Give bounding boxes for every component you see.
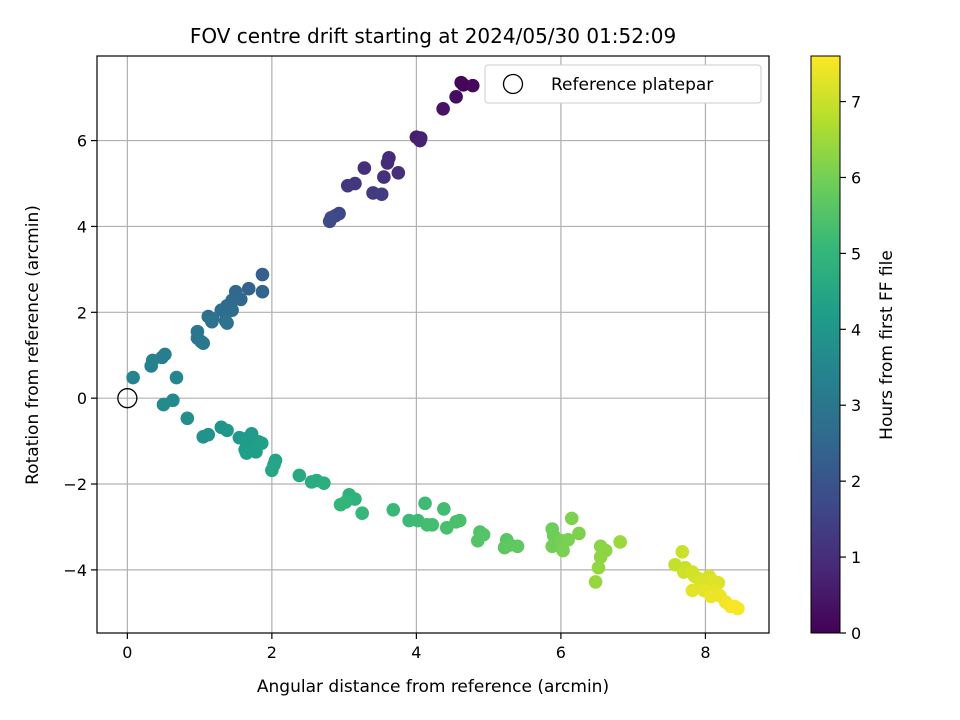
legend-reference-marker [502,73,524,95]
data-point [418,496,432,511]
data-point [675,545,690,559]
data-point [449,515,463,529]
y-axis-ticks: −4 −2 0 2 4 6 [63,132,97,580]
data-point [144,359,158,373]
data-point [169,370,184,385]
legend: Reference platepar [484,64,762,104]
colorbar-tick-label: 1 [851,548,861,567]
data-point [391,165,406,180]
colorbar-tick-label: 4 [851,320,861,339]
y-tick-label: 4 [77,217,87,236]
data-point [180,411,195,426]
data-point [727,599,742,614]
data-point [556,543,570,558]
data-point [454,75,468,90]
data-point [613,535,627,549]
x-axis-title: Angular distance from reference (arcmin) [257,677,609,697]
colorbar-gradient [810,55,841,634]
data-point [225,303,239,317]
data-point [254,436,269,451]
data-point [333,497,348,512]
data-point [449,89,463,104]
x-tick-label: 0 [122,643,132,662]
data-point [685,583,700,598]
data-point [386,502,401,517]
data-point [465,78,480,93]
data-point [214,303,229,317]
plot-area: 0 2 4 6 8 −4 −2 0 2 4 6 [63,55,770,662]
data-point [205,314,219,329]
data-point [220,316,234,330]
data-point [591,560,606,575]
data-point [322,214,337,229]
chart-title: FOV centre drift starting at 2024/05/30 … [190,24,676,48]
x-tick-label: 6 [556,643,566,662]
colorbar-tick-label: 5 [851,244,861,263]
data-point [340,178,355,193]
colorbar-tick-label: 7 [851,93,861,112]
y-tick-label: 6 [77,132,87,151]
data-point [437,502,451,516]
data-point [588,575,603,589]
colorbar-tick-label: 3 [851,396,861,415]
data-point [357,161,372,175]
data-point [561,533,575,547]
data-point [255,267,270,282]
colorbar: 0 1 2 3 4 5 6 7 Hours from first FF file [810,55,897,643]
y-axis-title: Rotation from reference (arcmin) [23,205,43,485]
reference-marker-group [117,388,138,409]
y-tick-label: 2 [77,303,87,322]
data-point [374,187,389,202]
y-tick-label: 0 [77,389,87,408]
data-point [476,527,491,542]
colorbar-tick-label: 6 [851,168,861,187]
colorbar-tick-label: 2 [851,472,861,491]
data-point [255,284,270,299]
y-tick-label: −4 [63,561,87,580]
data-point [220,423,234,438]
data-points [126,75,745,616]
reference-marker [117,388,138,409]
x-axis-ticks: 0 2 4 6 8 [122,633,711,662]
data-point [572,526,586,541]
colorbar-title: Hours from first FF file [877,250,897,440]
data-point [355,506,369,521]
data-point [377,170,391,184]
data-point [201,427,216,442]
colorbar-tick-label: 0 [851,624,861,643]
data-point [126,370,140,385]
data-point [510,539,525,554]
x-tick-label: 8 [700,643,710,662]
plot-frame [96,55,770,634]
legend-entry-label: Reference platepar [551,75,713,95]
data-point [564,511,579,526]
data-point [380,156,395,170]
x-tick-label: 2 [267,643,277,662]
data-point [598,543,613,558]
data-point [420,518,435,532]
colorbar-ticks: 0 1 2 3 4 5 6 7 [840,93,861,643]
y-tick-label: −2 [63,475,87,494]
data-point [265,463,279,478]
legend-box [484,64,762,104]
data-point [413,133,427,148]
x-tick-label: 4 [411,643,421,662]
data-point [196,336,211,351]
data-point [156,397,171,412]
data-point [241,281,256,296]
data-point [317,476,331,490]
data-point [436,102,450,116]
data-point [292,468,307,483]
